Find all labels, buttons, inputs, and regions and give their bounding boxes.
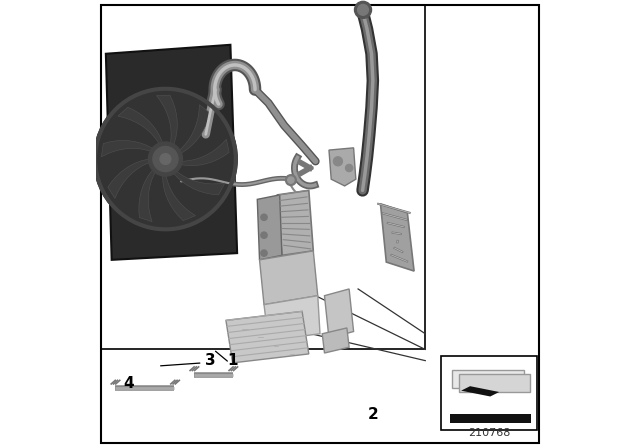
Polygon shape	[177, 139, 229, 166]
Circle shape	[153, 146, 178, 172]
Circle shape	[261, 232, 267, 238]
Polygon shape	[139, 167, 157, 222]
Text: 3: 3	[205, 353, 216, 368]
Circle shape	[261, 214, 267, 220]
Polygon shape	[101, 141, 156, 157]
Polygon shape	[106, 45, 237, 260]
Circle shape	[261, 250, 267, 256]
Circle shape	[355, 1, 371, 18]
Polygon shape	[329, 148, 356, 186]
Polygon shape	[163, 171, 195, 220]
Polygon shape	[461, 386, 499, 396]
Circle shape	[96, 90, 235, 228]
Text: 4: 4	[123, 375, 134, 391]
Circle shape	[148, 142, 182, 176]
Text: 1: 1	[227, 353, 238, 368]
Polygon shape	[459, 374, 530, 392]
Polygon shape	[172, 168, 225, 195]
Text: 210768: 210768	[468, 428, 510, 438]
Circle shape	[288, 177, 294, 183]
Circle shape	[333, 157, 342, 166]
Polygon shape	[324, 289, 353, 338]
Circle shape	[285, 175, 296, 185]
Polygon shape	[260, 251, 317, 305]
Polygon shape	[277, 190, 314, 255]
Circle shape	[346, 164, 353, 172]
Circle shape	[93, 87, 237, 231]
Bar	[441, 356, 538, 430]
Polygon shape	[257, 195, 282, 260]
Polygon shape	[323, 328, 349, 353]
Bar	[101, 5, 425, 349]
Polygon shape	[226, 311, 308, 363]
Polygon shape	[380, 204, 414, 271]
Circle shape	[358, 4, 369, 15]
Polygon shape	[452, 370, 524, 388]
Polygon shape	[108, 159, 153, 198]
Circle shape	[160, 154, 171, 164]
Polygon shape	[157, 95, 177, 148]
Polygon shape	[118, 107, 164, 147]
Text: 2: 2	[367, 407, 378, 422]
Polygon shape	[176, 105, 210, 155]
Bar	[450, 414, 531, 423]
Polygon shape	[264, 296, 320, 340]
